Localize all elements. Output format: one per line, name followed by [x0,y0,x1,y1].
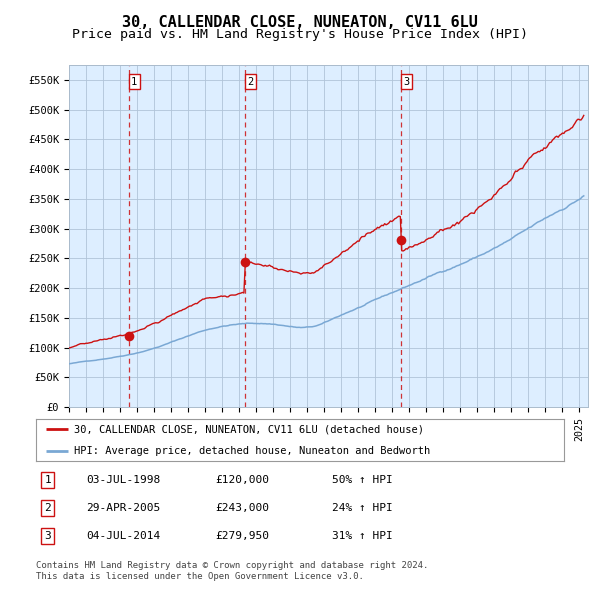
Text: This data is licensed under the Open Government Licence v3.0.: This data is licensed under the Open Gov… [36,572,364,581]
Text: 2: 2 [247,77,254,87]
Text: Contains HM Land Registry data © Crown copyright and database right 2024.: Contains HM Land Registry data © Crown c… [36,560,428,569]
Text: 31% ↑ HPI: 31% ↑ HPI [332,531,392,541]
Text: 1: 1 [131,77,137,87]
Text: 04-JUL-2014: 04-JUL-2014 [86,531,160,541]
Text: 29-APR-2005: 29-APR-2005 [86,503,160,513]
Text: £120,000: £120,000 [215,475,269,485]
Text: 03-JUL-1998: 03-JUL-1998 [86,475,160,485]
Text: HPI: Average price, detached house, Nuneaton and Bedworth: HPI: Average price, detached house, Nune… [74,446,430,455]
Text: 2: 2 [44,503,51,513]
Text: 24% ↑ HPI: 24% ↑ HPI [332,503,392,513]
Text: 50% ↑ HPI: 50% ↑ HPI [332,475,392,485]
Text: 30, CALLENDAR CLOSE, NUNEATON, CV11 6LU (detached house): 30, CALLENDAR CLOSE, NUNEATON, CV11 6LU … [74,424,424,434]
Text: 3: 3 [403,77,410,87]
Text: 30, CALLENDAR CLOSE, NUNEATON, CV11 6LU: 30, CALLENDAR CLOSE, NUNEATON, CV11 6LU [122,15,478,30]
Text: Price paid vs. HM Land Registry's House Price Index (HPI): Price paid vs. HM Land Registry's House … [72,28,528,41]
Text: £243,000: £243,000 [215,503,269,513]
Text: £279,950: £279,950 [215,531,269,541]
Text: 1: 1 [44,475,51,485]
Text: 3: 3 [44,531,51,541]
